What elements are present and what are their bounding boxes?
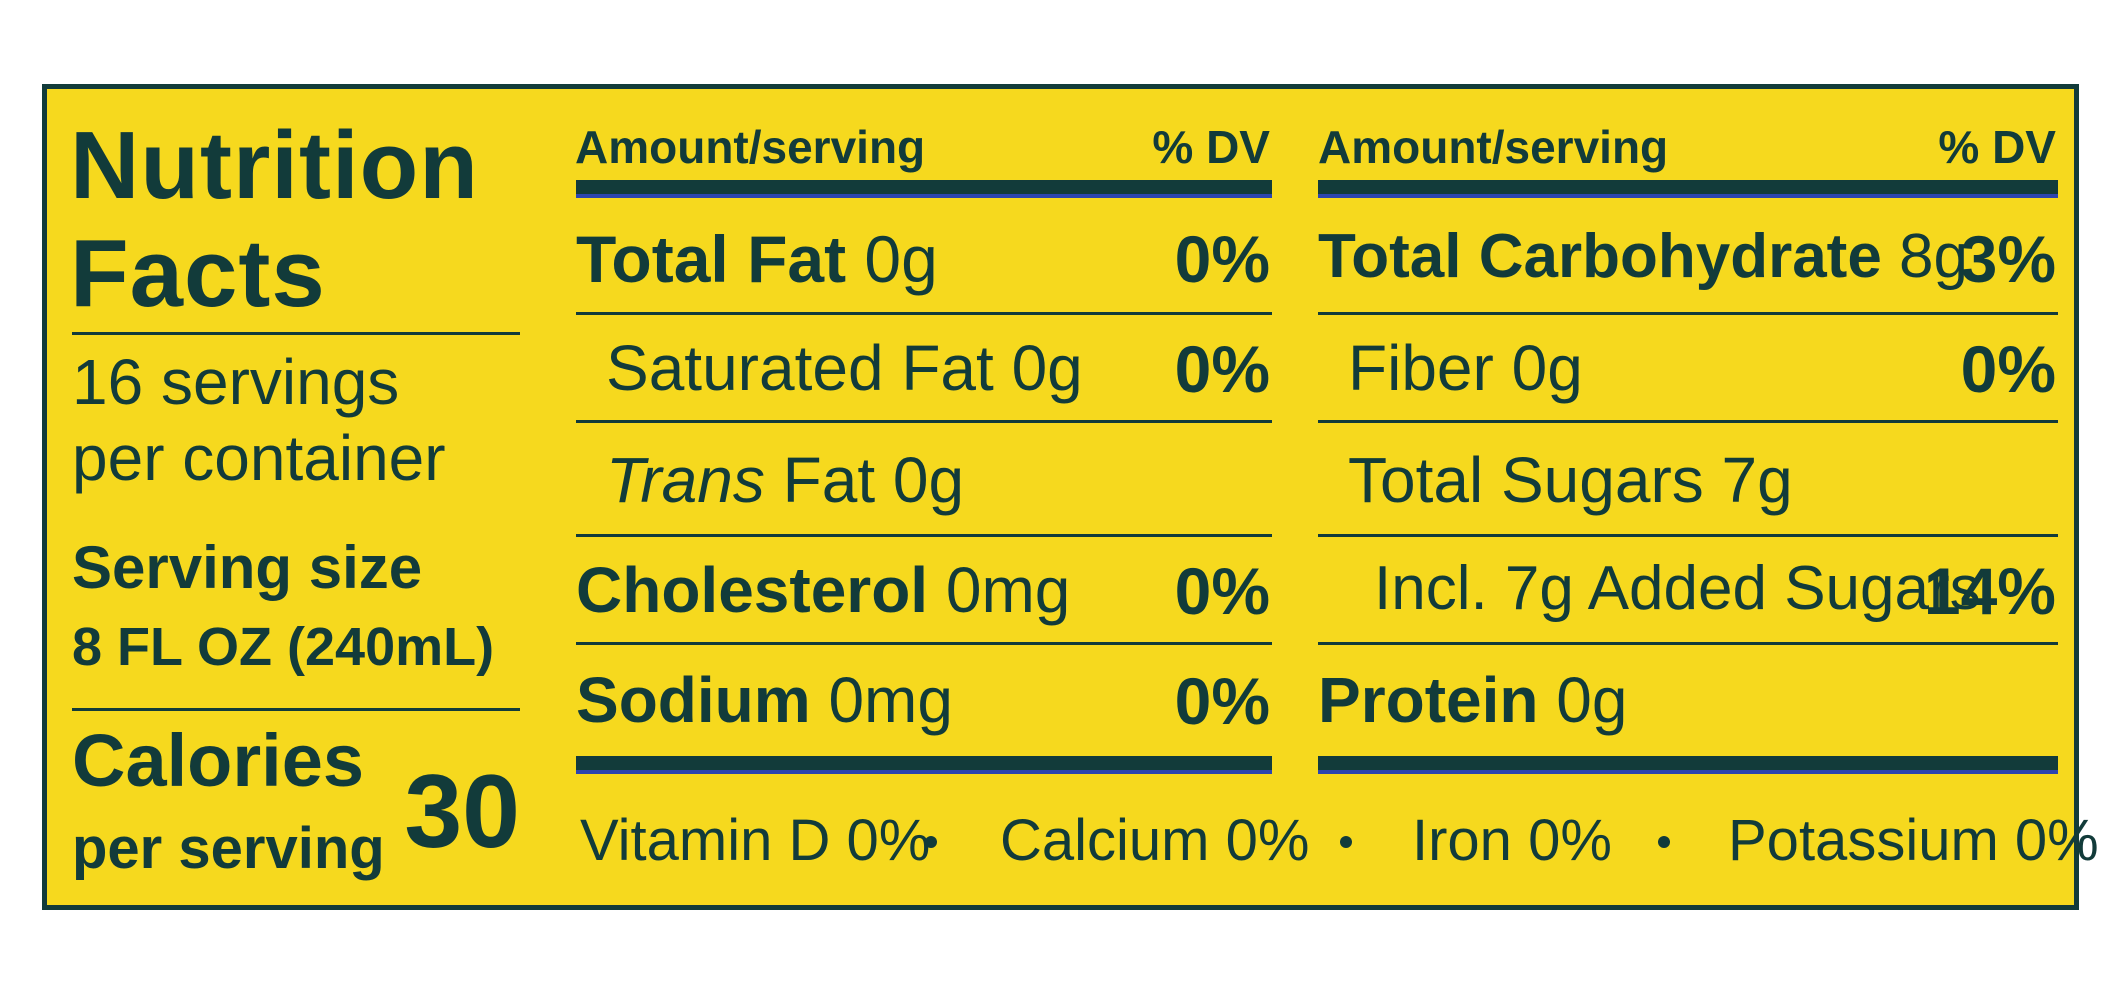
left-row-cholesterol-dv: 0% [1174,554,1270,628]
serving-size-label: Serving size [72,534,423,601]
left-header-rule [576,180,1272,198]
title-line-1: Nutrition [70,112,479,219]
left-row-cholesterol: Cholesterol 0mg [576,554,1071,626]
serving-divider [72,708,520,711]
right-header-amount: Amount/serving [1318,121,1669,173]
left-row-trans-fat: Trans Fat 0g [606,444,965,516]
serving-size-value: 8 FL OZ (240mL) [72,617,495,677]
left-row-divider-1 [576,312,1272,315]
left-row-sodium: Sodium 0mg [576,664,953,736]
left-row-sodium-dv: 0% [1174,664,1270,738]
micro-vitamin-d: Vitamin D 0% [580,808,931,873]
left-header-amount: Amount/serving [575,121,926,173]
right-row-added-sugars-dv: 14% [1923,554,2056,628]
servings-line-1: 16 servings [72,346,400,418]
left-row-saturated-fat: Saturated Fat 0g [606,332,1083,404]
calories-sub: per serving [72,816,385,881]
right-row-total-carbohydrate: Total Carbohydrate 8g [1318,222,1969,291]
title-divider [72,332,520,335]
left-row-saturated-fat-dv: 0% [1174,332,1270,406]
right-row-divider-2 [1318,420,2058,423]
right-row-divider-3 [1318,534,2058,537]
right-row-divider-1 [1318,312,2058,315]
bullet-dot [925,836,937,848]
right-row-protein: Protein 0g [1318,664,1628,736]
right-row-total-carbohydrate-dv: 3% [1960,222,2056,296]
servings-line-2: per container [72,422,446,494]
left-row-total-fat-dv: 0% [1174,222,1270,296]
micro-potassium: Potassium 0% [1728,808,2099,873]
calories-value: 30 [404,754,520,870]
left-row-divider-4 [576,642,1272,645]
left-row-total-fat: Total Fat 0g [576,222,938,296]
right-row-divider-4 [1318,642,2058,645]
bullet-dot [1340,836,1352,848]
right-header-rule [1318,180,2058,198]
right-row-total-sugars: Total Sugars 7g [1348,444,1793,516]
title-line-2: Facts [70,220,326,327]
micro-calcium: Calcium 0% [1000,808,1310,873]
calories-label: Calories [72,719,365,802]
micro-iron: Iron 0% [1412,808,1612,873]
left-bottom-rule [576,756,1272,774]
right-header-dv: % DV [1938,121,2056,173]
right-row-fiber: Fiber 0g [1348,332,1583,404]
left-row-divider-3 [576,534,1272,537]
bullet-dot [1658,836,1670,848]
left-header-dv: % DV [1152,121,1270,173]
right-row-added-sugars: Incl. 7g Added Sugars [1374,554,1981,623]
right-row-fiber-dv: 0% [1960,332,2056,406]
left-row-divider-2 [576,420,1272,423]
right-bottom-rule [1318,756,2058,774]
